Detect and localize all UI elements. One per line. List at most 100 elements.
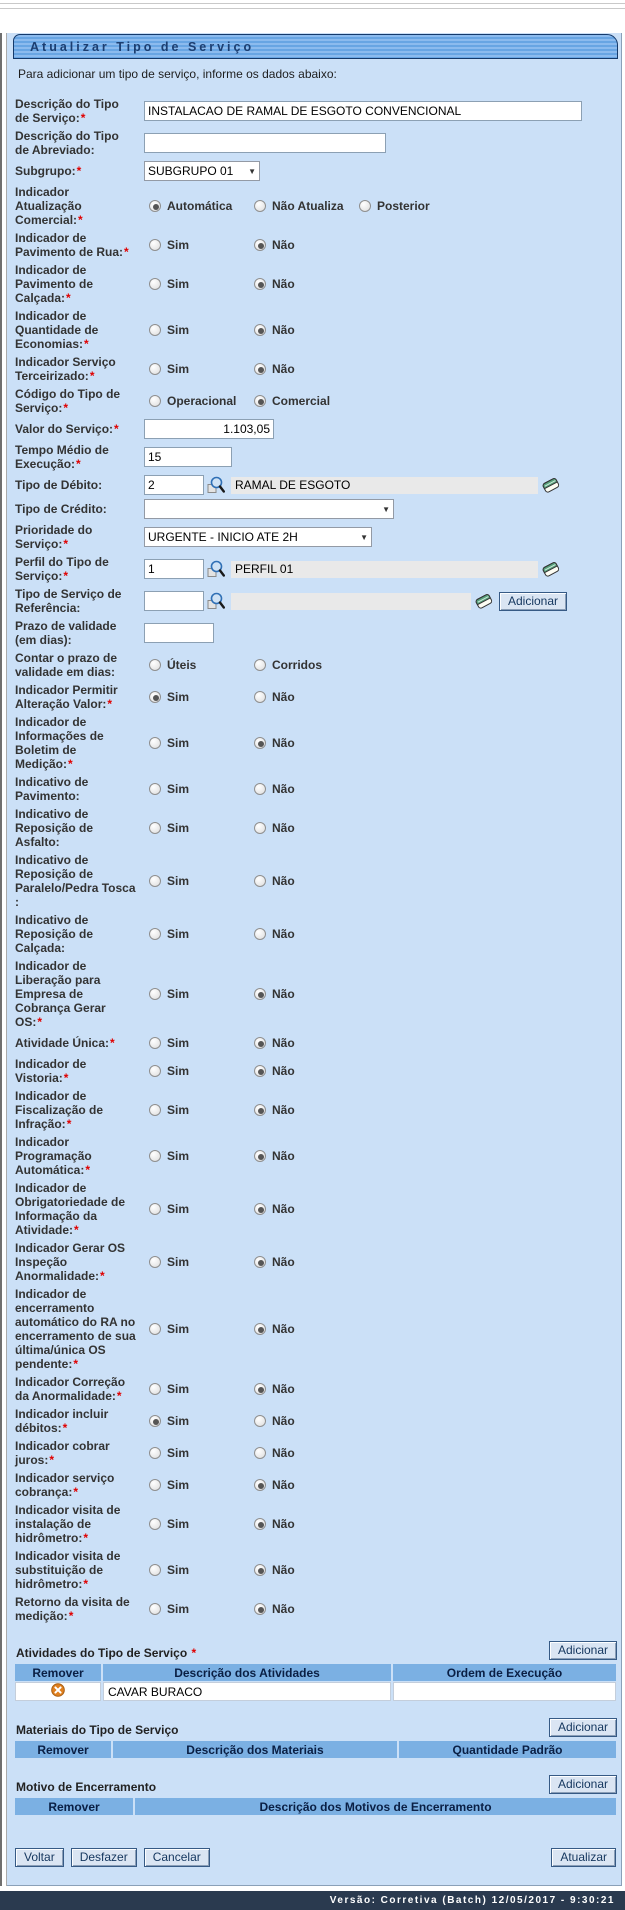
tipo-servico-referencia-search-icon[interactable] <box>207 592 225 610</box>
prioridade-servico-select[interactable]: URGENTE - INICIO ATE 2H ▼ <box>144 527 372 547</box>
codigo-tipo-servico-option-2[interactable]: Comercial <box>249 394 330 408</box>
voltar-button[interactable]: Voltar <box>15 1848 64 1867</box>
indicador-atualizacao-comercial-option-3[interactable]: Posterior <box>354 199 430 213</box>
indicador-gerar-os-inspecao-anormalidade-option-1[interactable]: Sim <box>144 1255 249 1269</box>
cancelar-button[interactable]: Cancelar <box>143 1848 210 1867</box>
indicador-cobrar-juros-option-1[interactable]: Sim <box>144 1446 249 1460</box>
indicador-liberacao-empresa-cobranca-gerar-os-option-2[interactable]: Não <box>249 987 295 1001</box>
prioridade-servico-row: Prioridade do Serviço:* URGENTE - INICIO … <box>13 521 618 553</box>
adicionar-motivo-button[interactable]: Adicionar <box>548 1775 617 1794</box>
indicador-quantidade-economias-row: Indicador de Quantidade de Economias:* Si… <box>13 307 618 353</box>
radio-icon <box>149 659 161 671</box>
indicador-permitir-alteracao-valor-option-1[interactable]: Sim <box>144 690 249 704</box>
tipo-debito-code-input[interactable] <box>144 475 204 495</box>
indicador-servico-cobranca-option-1[interactable]: Sim <box>144 1478 249 1492</box>
indicador-obrigatoriedade-informacao-atividade-label-text: Indicador de Obrigatoriedade de Informaç… <box>15 1181 126 1237</box>
indicador-vistoria-option-2[interactable]: Não <box>249 1064 295 1078</box>
tipo-debito-search-icon[interactable] <box>207 476 225 494</box>
required-asterisk: * <box>76 457 81 471</box>
prazo-validade-input[interactable] <box>144 623 214 643</box>
contar-prazo-validade-option-1[interactable]: Úteis <box>144 658 249 672</box>
indicador-servico-terceirizado-option-2[interactable]: Não <box>249 362 295 376</box>
indicador-visita-instalacao-hidrometro-option-2[interactable]: Não <box>249 1517 295 1531</box>
adicionar-atividade-button[interactable]: Adicionar <box>548 1641 617 1660</box>
indicador-pavimento-rua-option-2[interactable]: Não <box>249 238 295 252</box>
tempo-medio-execucao-input[interactable] <box>144 447 232 467</box>
indicador-liberacao-empresa-cobranca-gerar-os-option-1[interactable]: Sim <box>144 987 249 1001</box>
indicador-servico-terceirizado-option-1[interactable]: Sim <box>144 362 249 376</box>
adicionar-material-button[interactable]: Adicionar <box>548 1718 617 1737</box>
required-asterisk: * <box>83 1577 89 1591</box>
indicador-informacoes-boletim-medicao-option-1[interactable]: Sim <box>144 736 249 750</box>
indicador-atualizacao-comercial-option-1[interactable]: Automática <box>144 199 249 213</box>
indicador-liberacao-empresa-cobranca-gerar-os-label: Indicador de Liberação para Empresa de C… <box>15 959 136 1029</box>
indicador-pavimento-calcada-option-2[interactable]: Não <box>249 277 295 291</box>
indicador-vistoria-option-1[interactable]: Sim <box>144 1064 249 1078</box>
indicador-programacao-automatica-option-2[interactable]: Não <box>249 1149 295 1163</box>
prazo-validade-label: Prazo de validade (em dias): <box>15 619 136 647</box>
atualizar-button[interactable]: Atualizar <box>551 1848 616 1867</box>
indicador-permitir-alteracao-valor-option-2[interactable]: Não <box>249 690 295 704</box>
perfil-tipo-servico-eraser-icon[interactable] <box>541 561 561 578</box>
indicador-gerar-os-inspecao-anormalidade-option-2[interactable]: Não <box>249 1255 295 1269</box>
indicativo-reposicao-asfalto-option-2[interactable]: Não <box>249 821 295 835</box>
indicativo-pavimento-option-2[interactable]: Não <box>249 782 295 796</box>
tipo-debito-eraser-icon[interactable] <box>541 477 561 494</box>
contar-prazo-validade-option-2[interactable]: Corridos <box>249 658 322 672</box>
indicador-quantidade-economias-control: Sim Não <box>144 323 618 337</box>
indicador-fiscalizacao-infracao-option-2[interactable]: Não <box>249 1103 295 1117</box>
tipo-debito-label: Tipo de Débito: <box>15 478 136 492</box>
indicador-correcao-anormalidade-option-1[interactable]: Sim <box>144 1382 249 1396</box>
indicador-correcao-anormalidade-option-2[interactable]: Não <box>249 1382 295 1396</box>
indicador-correcao-anormalidade-control: Sim Não <box>144 1382 618 1396</box>
indicativo-reposicao-paralelo-pedra-tosca-option-2[interactable]: Não <box>249 874 295 888</box>
indicador-pavimento-rua-option-1[interactable]: Sim <box>144 238 249 252</box>
descricao-tipo-abreviado-input[interactable] <box>144 133 386 153</box>
indicativo-pavimento-option-1[interactable]: Sim <box>144 782 249 796</box>
perfil-tipo-servico-code-input[interactable] <box>144 559 204 579</box>
indicador-obrigatoriedade-informacao-atividade-option-2[interactable]: Não <box>249 1202 295 1216</box>
tipo-servico-referencia-code-input[interactable] <box>144 591 204 611</box>
indicador-encerramento-automatico-ra-option-2[interactable]: Não <box>249 1322 295 1336</box>
perfil-tipo-servico-search-icon[interactable] <box>207 560 225 578</box>
indicador-obrigatoriedade-informacao-atividade-option-1[interactable]: Sim <box>144 1202 249 1216</box>
tipo-servico-referencia-adicionar-button[interactable]: Adicionar <box>499 591 568 611</box>
indicador-servico-cobranca-option-2[interactable]: Não <box>249 1478 295 1492</box>
indicativo-reposicao-paralelo-pedra-tosca-option-1[interactable]: Sim <box>144 874 249 888</box>
indicador-pavimento-rua-label-text: Indicador de Pavimento de Rua: <box>15 231 124 259</box>
indicador-quantidade-economias-option-2[interactable]: Não <box>249 323 295 337</box>
indicativo-reposicao-calcada-option-2[interactable]: Não <box>249 927 295 941</box>
atividade-unica-option-2[interactable]: Não <box>249 1036 295 1050</box>
codigo-tipo-servico-option-1[interactable]: Operacional <box>144 394 249 408</box>
indicador-obrigatoriedade-informacao-atividade-label: Indicador de Obrigatoriedade de Informaç… <box>15 1181 136 1237</box>
required-asterisk: * <box>110 1036 115 1050</box>
indicador-incluir-debitos-option-2[interactable]: Não <box>249 1414 295 1428</box>
indicador-incluir-debitos-option-1[interactable]: Sim <box>144 1414 249 1428</box>
atividade-unica-option-1[interactable]: Sim <box>144 1036 249 1050</box>
indicativo-reposicao-asfalto-option-1[interactable]: Sim <box>144 821 249 835</box>
indicador-visita-substituicao-hidrometro-option-2[interactable]: Não <box>249 1563 295 1577</box>
indicador-quantidade-economias-option-1[interactable]: Sim <box>144 323 249 337</box>
retorno-visita-medicao-option-2[interactable]: Não <box>249 1602 295 1616</box>
tipo-servico-referencia-eraser-icon[interactable] <box>474 593 494 610</box>
desfazer-button[interactable]: Desfazer <box>70 1848 137 1867</box>
indicador-programacao-automatica-option-1[interactable]: Sim <box>144 1149 249 1163</box>
valor-servico-input[interactable] <box>144 419 274 439</box>
retorno-visita-medicao-option-1[interactable]: Sim <box>144 1602 249 1616</box>
remove-atividade-icon[interactable] <box>51 1683 65 1697</box>
indicador-informacoes-boletim-medicao-option-2[interactable]: Não <box>249 736 295 750</box>
indicativo-reposicao-calcada-option-1[interactable]: Sim <box>144 927 249 941</box>
indicador-visita-substituicao-hidrometro-option-1[interactable]: Sim <box>144 1563 249 1577</box>
indicador-visita-instalacao-hidrometro-option-1[interactable]: Sim <box>144 1517 249 1531</box>
indicador-pavimento-rua-option-label-2: Não <box>272 238 295 252</box>
indicador-cobrar-juros-option-2[interactable]: Não <box>249 1446 295 1460</box>
chevron-down-icon: ▼ <box>360 532 368 542</box>
indicador-encerramento-automatico-ra-option-1[interactable]: Sim <box>144 1322 249 1336</box>
indicador-pavimento-calcada-option-1[interactable]: Sim <box>144 277 249 291</box>
indicador-fiscalizacao-infracao-option-1[interactable]: Sim <box>144 1103 249 1117</box>
tipo-credito-select[interactable]: ▼ <box>144 499 394 519</box>
descricao-tipo-servico-input[interactable] <box>144 101 582 121</box>
indicador-gerar-os-inspecao-anormalidade-row: Indicador Gerar OS Inspeção Anormalidade… <box>13 1239 618 1285</box>
subgrupo-select[interactable]: SUBGRUPO 01 ▼ <box>144 161 260 181</box>
indicador-atualizacao-comercial-option-2[interactable]: Não Atualiza <box>249 199 354 213</box>
